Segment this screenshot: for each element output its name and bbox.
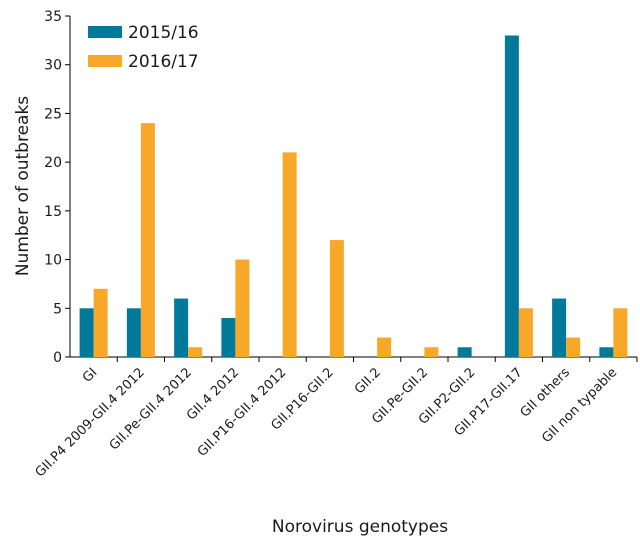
bar-series2 xyxy=(93,288,108,357)
y-axis-label: Number of outbreaks xyxy=(13,96,33,276)
y-tick-label: 10 xyxy=(44,253,62,269)
bar-series1 xyxy=(457,347,472,357)
bar-series1 xyxy=(221,318,236,357)
bar-series1 xyxy=(552,298,567,357)
y-tick-label: 5 xyxy=(53,301,62,317)
bar-series2 xyxy=(282,152,297,357)
bar-series1 xyxy=(599,347,614,357)
y-tick-label: 30 xyxy=(44,58,62,74)
x-tick-label: GI xyxy=(80,365,100,385)
bar-series2 xyxy=(566,337,581,357)
y-tick-label: 35 xyxy=(44,9,62,25)
bar-series2 xyxy=(424,347,439,357)
legend: 2015/16 2016/17 xyxy=(88,23,199,72)
legend-label: 2015/16 xyxy=(128,23,199,43)
x-tick-label: GII.P16-GII.4 2012 xyxy=(195,365,290,460)
bar-series2 xyxy=(518,308,533,357)
bar-series1 xyxy=(504,35,519,357)
x-tick-label: GII.Pe-GII.4 2012 xyxy=(107,365,195,453)
bar-series2 xyxy=(613,308,628,357)
bars xyxy=(79,35,628,358)
legend-swatch xyxy=(88,26,122,38)
bar-series2 xyxy=(188,347,203,357)
bar-series1 xyxy=(126,308,141,357)
y-tick-label: 20 xyxy=(44,155,62,171)
bar-series1 xyxy=(174,298,189,357)
bar-series2 xyxy=(377,337,392,357)
x-tick-label: GII.2 xyxy=(352,365,384,397)
y-tick-label: 25 xyxy=(44,106,62,122)
legend-label: 2016/17 xyxy=(128,52,199,72)
bar-series2 xyxy=(235,259,250,357)
y-tick-label: 0 xyxy=(53,350,62,366)
y-axis: 0 5 10 15 20 25 30 35 xyxy=(44,9,71,366)
bar-series2 xyxy=(329,240,344,357)
legend-swatch xyxy=(88,55,122,67)
bar-series2 xyxy=(140,123,155,358)
y-tick-label: 15 xyxy=(44,204,62,220)
bar-series1 xyxy=(79,308,94,357)
x-axis-label: Norovirus genotypes xyxy=(272,517,448,537)
